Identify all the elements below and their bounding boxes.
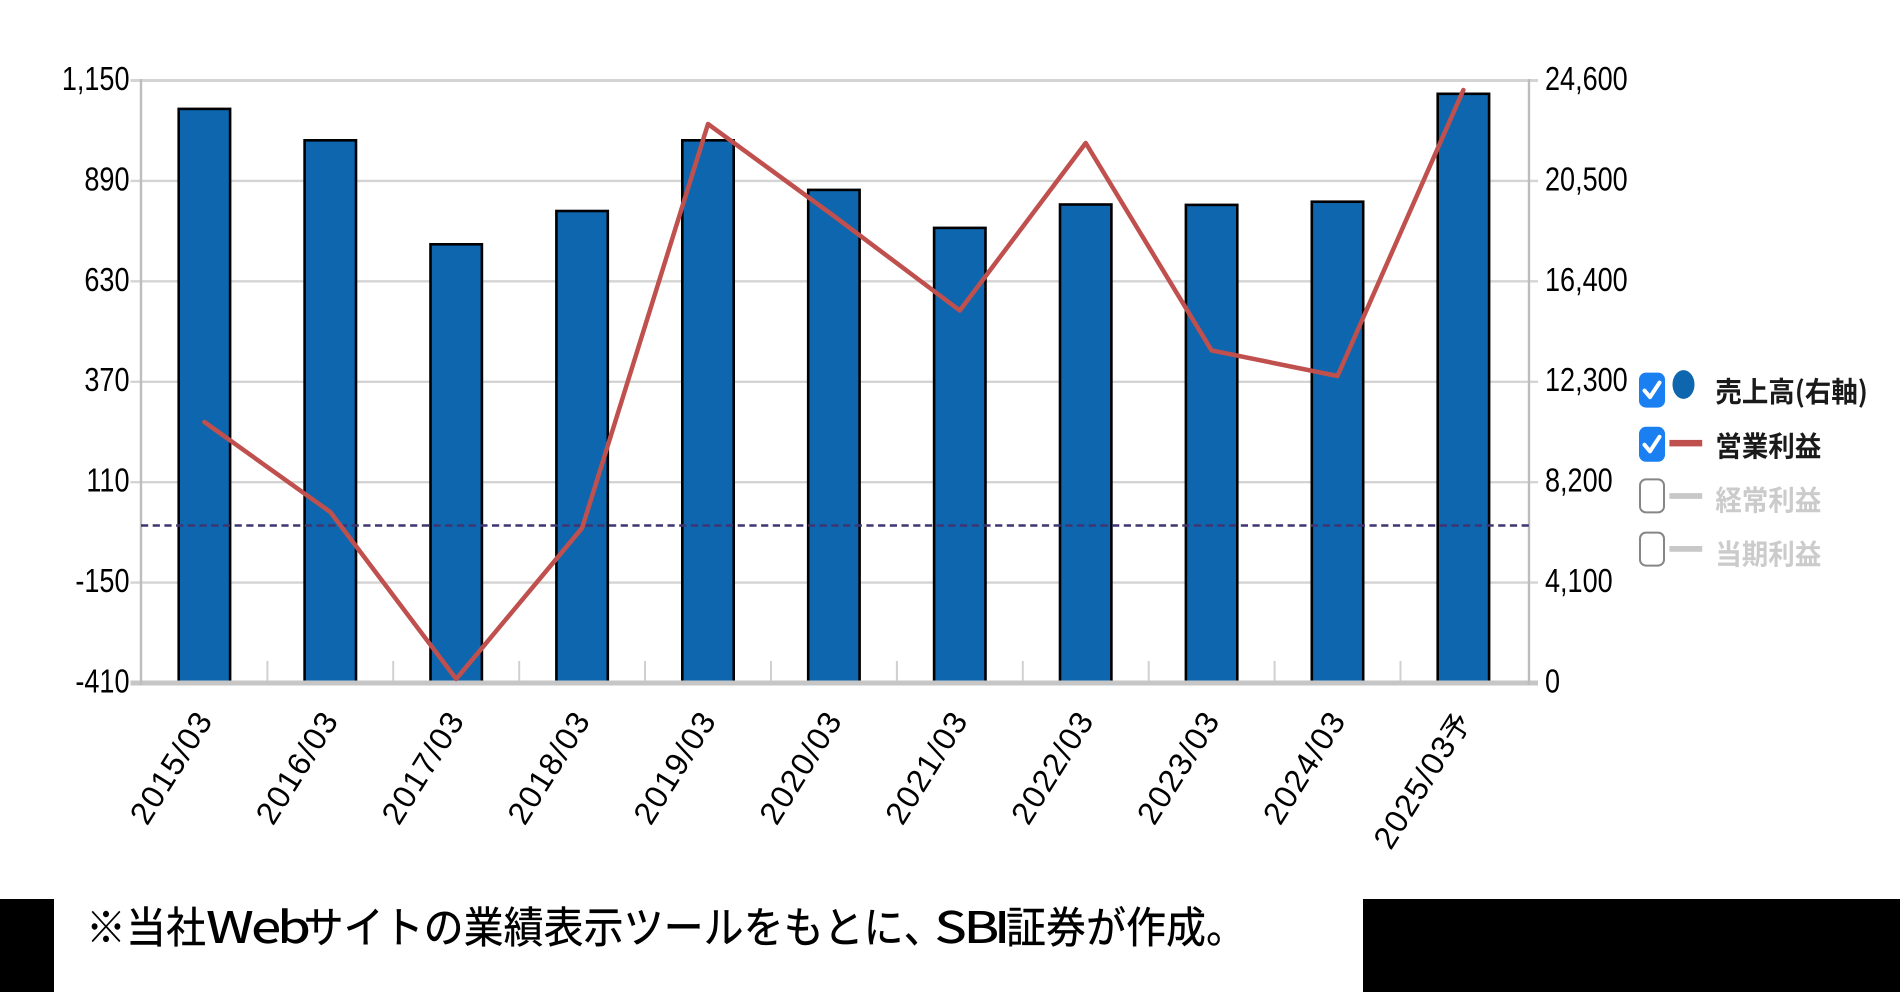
svg-text:4,100: 4,100 (1545, 564, 1613, 600)
svg-text:-410: -410 (75, 664, 129, 700)
svg-text:0: 0 (1545, 664, 1560, 700)
svg-text:12,300: 12,300 (1545, 363, 1628, 399)
svg-text:370: 370 (84, 363, 129, 399)
svg-text:630: 630 (84, 262, 129, 298)
svg-text:890: 890 (84, 162, 129, 198)
svg-text:16,400: 16,400 (1545, 262, 1628, 298)
svg-text:24,600: 24,600 (1545, 62, 1628, 98)
svg-text:-150: -150 (75, 564, 129, 600)
svg-text:1,150: 1,150 (62, 62, 130, 98)
svg-text:110: 110 (86, 463, 129, 499)
svg-text:8,200: 8,200 (1545, 463, 1613, 499)
svg-text:20,500: 20,500 (1545, 162, 1628, 198)
